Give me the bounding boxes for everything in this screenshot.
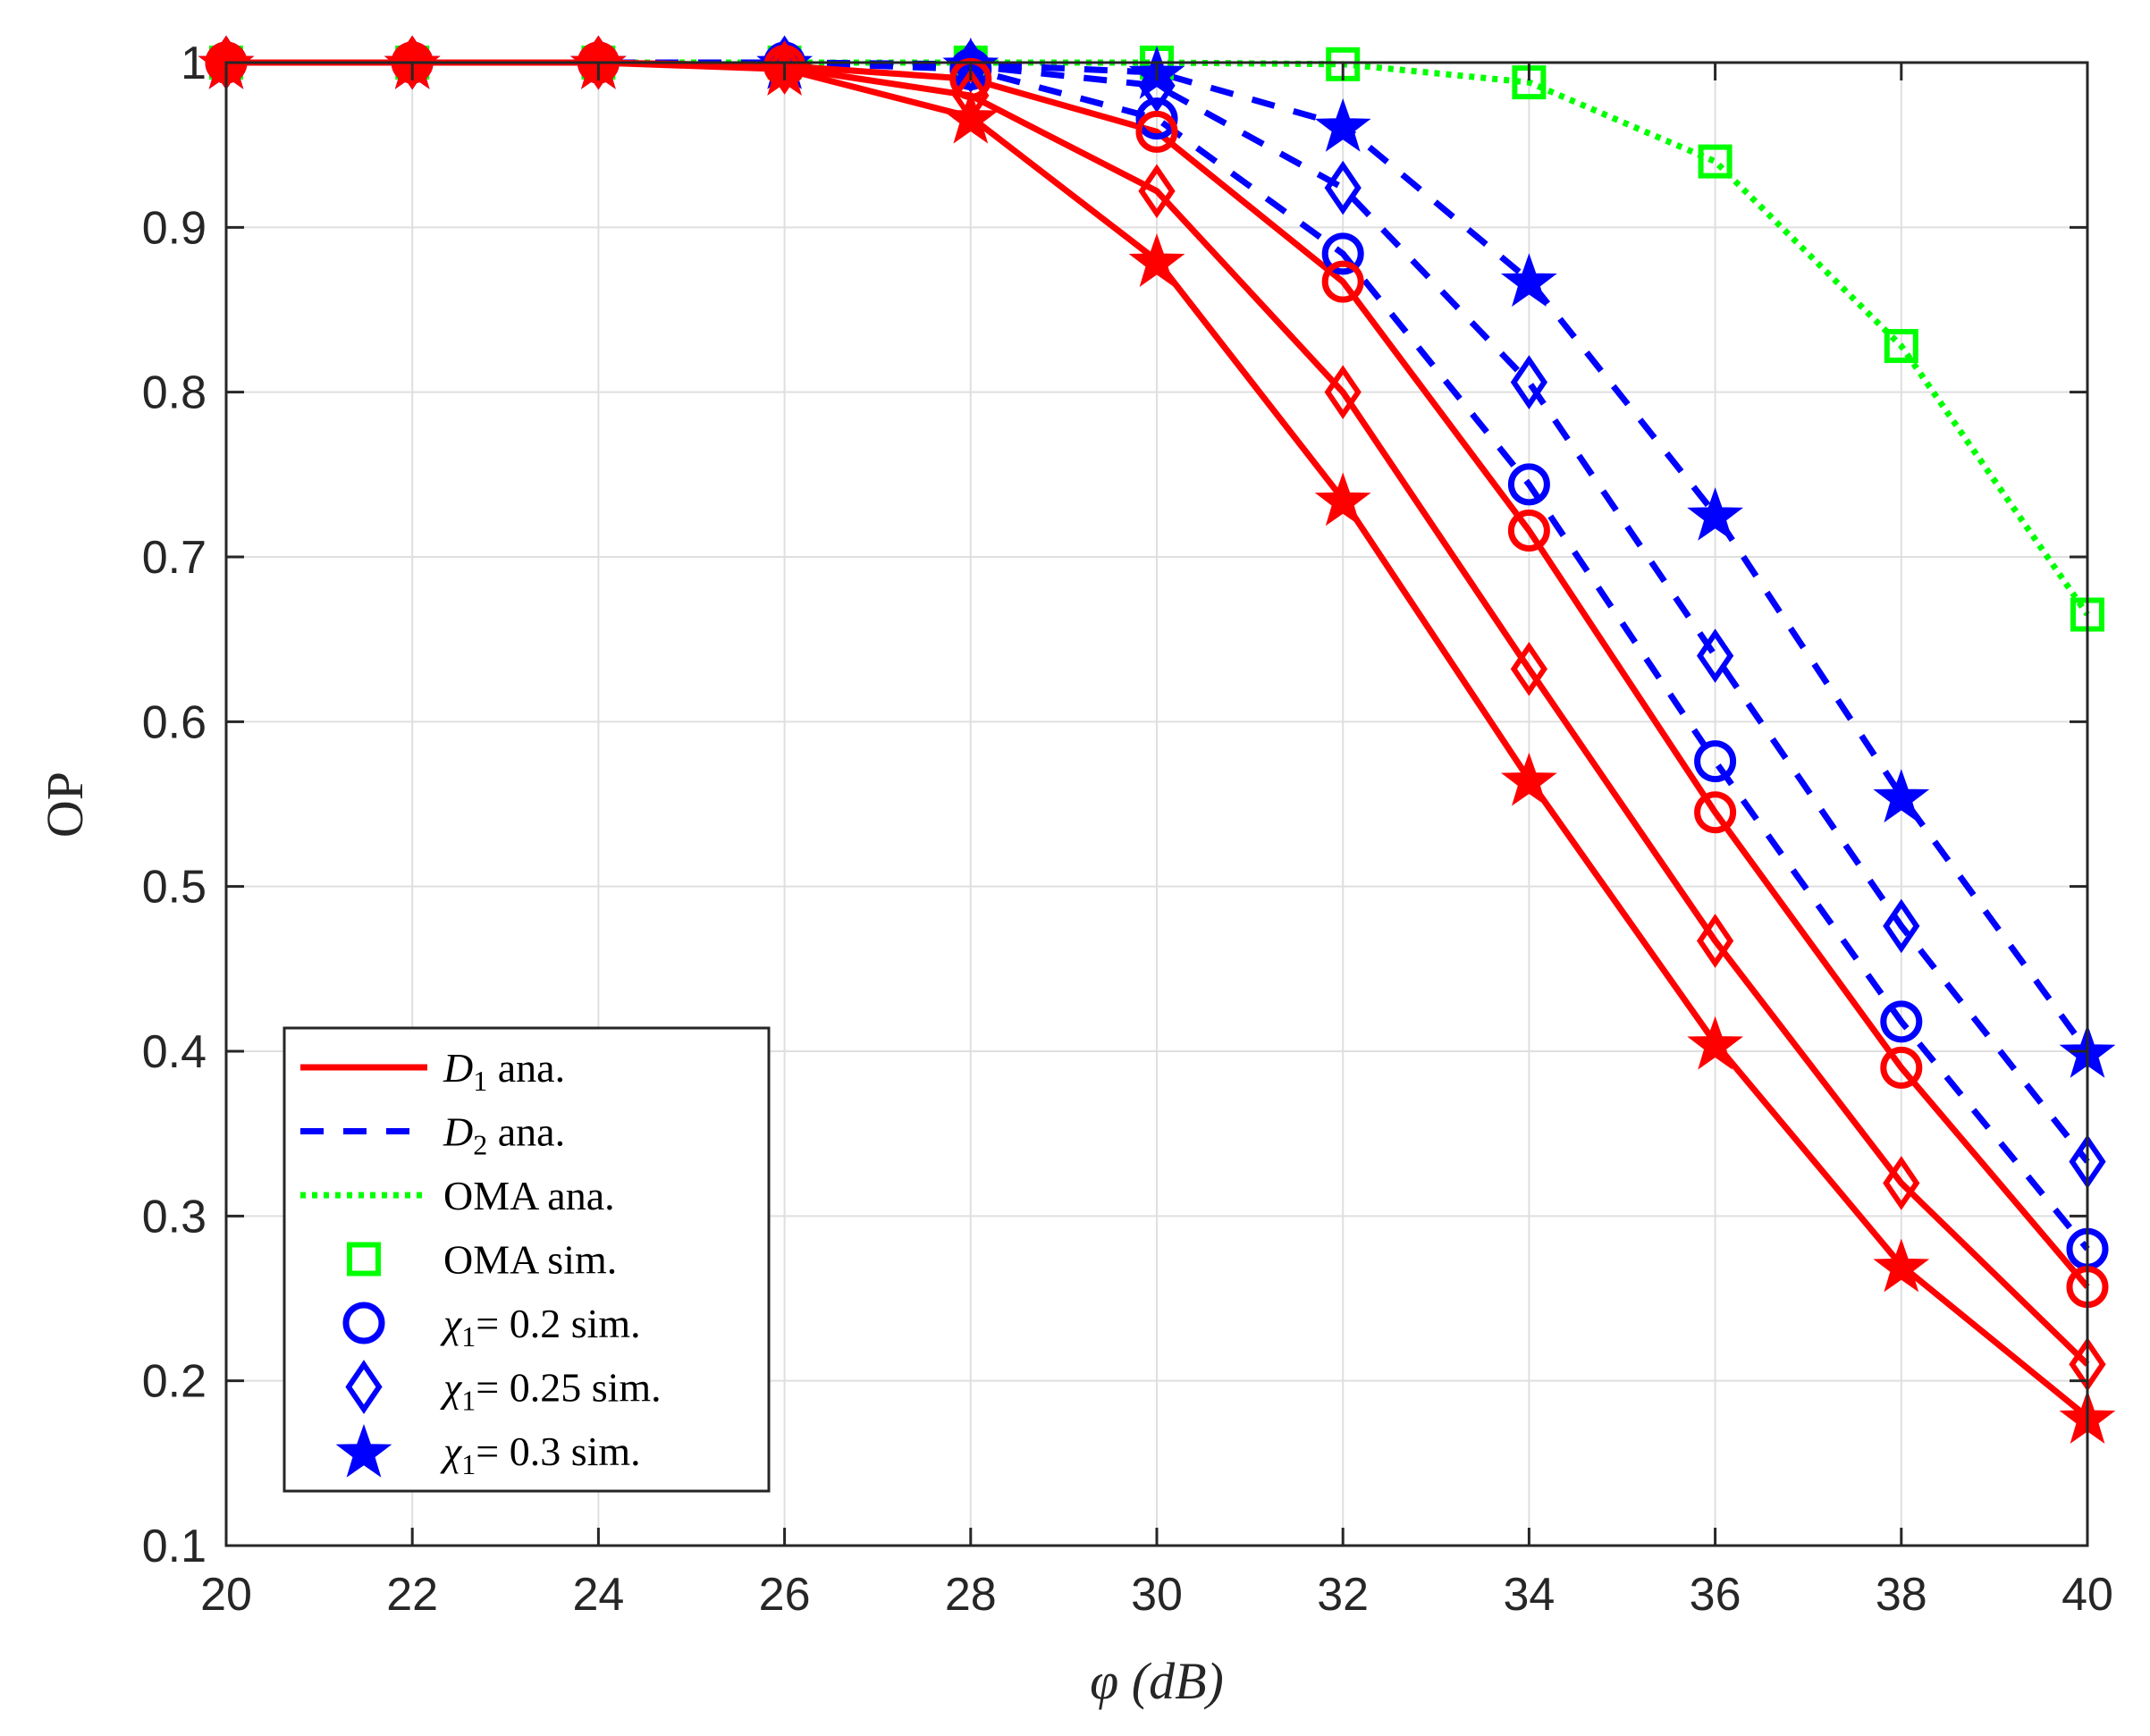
x-tick-labels: 20 22 24 26 28 30 32 34 36 38 40 xyxy=(200,1569,2113,1621)
legend-label-subscript: 1 xyxy=(473,1065,487,1097)
legend-marker-star xyxy=(335,1423,392,1478)
data-point-d1-circle xyxy=(1135,110,1178,153)
y-tick-label: 1 xyxy=(181,38,207,89)
legend-label: D1 ana. xyxy=(443,1045,565,1097)
legend-label-text: ana. xyxy=(487,1109,565,1155)
y-tick-labels: 0.1 0.2 0.3 0.4 0.5 0.6 0.7 0.8 0.9 1 xyxy=(142,38,207,1572)
data-point-d2-diamond xyxy=(1696,628,1734,683)
legend: D1 ana.D2 ana.OMA ana.OMA sim.χ1= 0.2 si… xyxy=(282,1026,771,1493)
data-point-oma-square xyxy=(1698,144,1733,179)
y-tick-label: 0.7 xyxy=(142,532,207,584)
legend-label-subscript: 1 xyxy=(461,1385,476,1417)
data-point-d2-star xyxy=(1501,253,1557,308)
data-point-d2-diamond xyxy=(1324,160,1362,215)
data-point-d1-diamond xyxy=(1138,164,1176,219)
data-point-d2-star xyxy=(1873,769,1930,823)
data-point-d2-star xyxy=(1687,487,1743,541)
data-point-d1-diamond xyxy=(1510,642,1548,696)
y-tick-label: 0.8 xyxy=(142,367,207,419)
y-tick-label: 0.5 xyxy=(142,862,207,914)
legend-label-text: OMA sim. xyxy=(443,1237,617,1283)
y-tick-label: 0.2 xyxy=(142,1356,207,1408)
y-tick-label: 0.9 xyxy=(142,202,207,254)
data-point-d1-star xyxy=(1687,1015,1743,1070)
legend-label-text: = 0.2 sim. xyxy=(476,1301,640,1346)
data-point-d1-circle xyxy=(1880,1046,1923,1089)
x-tick-label: 28 xyxy=(945,1569,997,1621)
x-tick-label: 30 xyxy=(1131,1569,1183,1621)
data-point-d1-diamond xyxy=(393,35,431,90)
legend-label: OMA sim. xyxy=(443,1237,617,1283)
data-point-d1-diamond xyxy=(1696,914,1734,968)
legend-label-subscript: 2 xyxy=(473,1129,487,1161)
data-point-d2-star xyxy=(1314,97,1371,152)
data-point-d1-star xyxy=(1501,752,1557,806)
data-point-d2-circle xyxy=(1507,463,1550,506)
y-tick-label: 0.6 xyxy=(142,696,207,748)
legend-label-symbol: D xyxy=(443,1045,473,1091)
data-point-d1-star xyxy=(1314,472,1371,527)
axis-ticks xyxy=(224,61,2089,1547)
data-point-d2-circle xyxy=(1321,232,1364,275)
data-point-d2-circle xyxy=(1880,1000,1923,1043)
y-axis-label: OP xyxy=(36,771,94,838)
x-axis-label: φ (dB) xyxy=(1090,1652,1224,1710)
legend-marker-diamond xyxy=(345,1360,383,1414)
legend-label: χ1= 0.25 sim. xyxy=(440,1365,662,1417)
data-point-d2-diamond xyxy=(1883,898,1920,954)
data-point-d1-star xyxy=(942,89,999,144)
x-tick-label: 38 xyxy=(1876,1569,1927,1621)
legend-label-text: OMA ana. xyxy=(443,1173,615,1218)
y-tick-label: 0.4 xyxy=(142,1026,207,1078)
x-tick-label: 40 xyxy=(2061,1569,2113,1621)
data-point-d1-star xyxy=(1873,1238,1930,1293)
data-point-d1-star xyxy=(1128,233,1185,287)
legend-label-subscript: 1 xyxy=(461,1320,476,1353)
legend-label: χ1= 0.3 sim. xyxy=(440,1428,641,1480)
legend-label: OMA ana. xyxy=(443,1173,615,1218)
y-tick-label: 0.3 xyxy=(142,1191,207,1243)
legend-marker-square xyxy=(347,1242,381,1277)
legend-label: χ1= 0.2 sim. xyxy=(440,1301,641,1353)
legend-marker-circle xyxy=(342,1302,385,1344)
data-point-d1-circle xyxy=(1321,260,1364,303)
legend-label-text: = 0.3 sim. xyxy=(476,1428,640,1474)
data-point-d1-circle xyxy=(1694,791,1737,834)
x-tick-label: 36 xyxy=(1690,1569,1741,1621)
data-point-d1-circle xyxy=(1507,510,1550,552)
data-point-d1-diamond xyxy=(1324,365,1362,420)
x-tick-label: 34 xyxy=(1503,1569,1555,1621)
legend-label-text: = 0.25 sim. xyxy=(476,1365,661,1411)
data-point-d2-circle xyxy=(1694,740,1737,783)
data-point-d2-diamond xyxy=(1510,355,1548,409)
legend-label-symbol: χ xyxy=(440,1428,463,1474)
legend-label-subscript: 1 xyxy=(461,1448,476,1480)
data-point-d1-diamond xyxy=(1883,1156,1920,1210)
x-tick-label: 26 xyxy=(759,1569,811,1621)
x-tick-label: 22 xyxy=(386,1569,438,1621)
data-point-oma-square xyxy=(1884,329,1918,364)
x-tick-label: 20 xyxy=(200,1569,252,1621)
data-point-d2-circle xyxy=(1135,97,1178,140)
x-tick-label: 24 xyxy=(572,1569,624,1621)
data-point-d1-diamond xyxy=(579,35,618,90)
y-tick-label: 0.1 xyxy=(142,1521,207,1572)
legend-box xyxy=(282,1026,771,1493)
x-tick-label: 32 xyxy=(1317,1569,1369,1621)
legend-label-text: ana. xyxy=(487,1045,565,1091)
legend-label-symbol: χ xyxy=(440,1365,463,1411)
legend-label-symbol: D xyxy=(443,1109,473,1155)
data-point-d1-diamond xyxy=(765,40,804,95)
legend-label-symbol: χ xyxy=(440,1301,463,1346)
legend-label: D2 ana. xyxy=(443,1109,565,1161)
